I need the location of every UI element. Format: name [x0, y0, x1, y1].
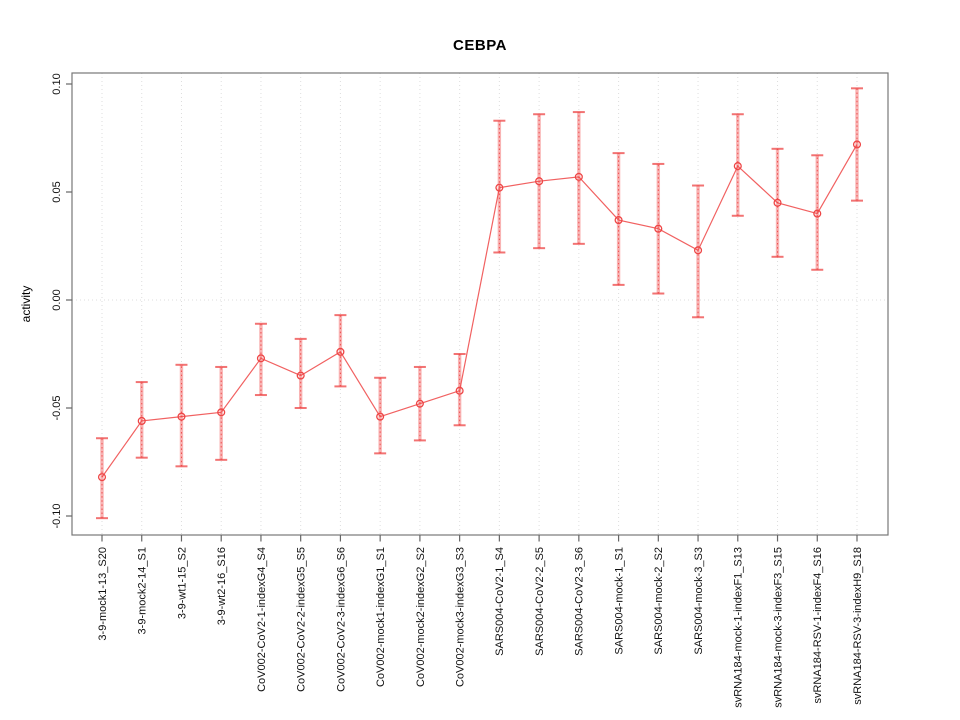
data-point-marker	[654, 224, 663, 233]
error-bar	[692, 184, 705, 319]
x-tick-label: 3-9-wt1-15_S2	[176, 547, 188, 619]
error-bar	[493, 119, 506, 254]
error-bar	[175, 363, 188, 468]
y-tick-label: 0.10	[51, 73, 63, 94]
data-point-marker	[137, 416, 146, 426]
x-tick-label: SARS004-CoV2-2_S5	[534, 547, 546, 656]
data-point-marker	[733, 162, 742, 171]
x-tick-label: CoV002-CoV2-1-indexG4_S4	[256, 547, 268, 692]
x-tick-label: SARS004-CoV2-3_S6	[574, 547, 586, 656]
error-bar	[294, 337, 307, 409]
x-tick-label: SARS004-mock-2_S2	[653, 547, 665, 655]
data-point-marker	[813, 209, 822, 218]
data-point-marker	[773, 198, 782, 207]
x-tick-label: svRNA184-RSV-3-indexH9_S18	[852, 547, 864, 705]
data-point-marker	[535, 177, 544, 186]
data-point-marker	[376, 412, 385, 421]
x-tick-label: svRNA184-mock-1-indexF1_S13	[733, 547, 745, 708]
x-tick-label: CoV002-mock1-indexG1_S1	[375, 547, 387, 687]
x-tick-label: svRNA184-mock-3-indexF3_S15	[772, 547, 784, 708]
error-bar	[96, 437, 108, 520]
x-tick-label: SARS004-CoV2-1_S4	[494, 547, 506, 656]
x-tick-label: SARS004-mock-1_S1	[613, 547, 625, 655]
data-point-marker	[495, 183, 504, 192]
x-tick-label: 3-9-mock1-13_S20	[97, 547, 109, 641]
x-tick-label: CoV002-mock2-indexG2_S2	[415, 547, 427, 687]
x-tick-label: svRNA184-RSV-1-indexF4_S16	[812, 547, 824, 704]
error-bar	[135, 381, 148, 459]
data-point-marker	[177, 412, 186, 421]
x-tick-label: 3-9-wt2-16_S16	[216, 547, 228, 625]
error-bar	[572, 111, 585, 245]
data-point-marker	[336, 347, 345, 356]
data-points	[97, 140, 862, 482]
error-bar	[612, 152, 625, 286]
error-bars	[96, 87, 863, 520]
data-point-marker	[852, 140, 862, 149]
gridlines	[72, 73, 888, 535]
data-point-marker	[574, 172, 583, 181]
data-point-marker	[415, 399, 424, 408]
data-point-marker	[256, 354, 265, 363]
plot-box	[71, 72, 889, 536]
x-tick-label: CoV002-mock3-indexG3_S3	[454, 547, 466, 687]
y-tick-label: -0.10	[51, 503, 63, 528]
series	[101, 144, 858, 478]
error-bar	[215, 365, 228, 461]
x-axis: 3-9-mock1-13_S20 3-9-mock2-14_S1 3-9-wt1-1…	[97, 535, 864, 708]
x-tick-label: 3-9-mock2-14_S1	[137, 547, 149, 634]
data-point-marker	[97, 473, 107, 482]
data-point-marker	[296, 371, 305, 380]
y-tick-label: -0.05	[51, 395, 63, 420]
chart-title: CEBPA	[453, 37, 507, 54]
error-bar	[334, 314, 347, 388]
data-point-marker	[217, 408, 226, 417]
error-bar	[254, 322, 267, 397]
x-tick-label: CoV002-CoV2-2-indexG5_S5	[296, 547, 308, 692]
y-axis: 0.10 0.05 0.00 -0.05 -0.10	[51, 73, 72, 529]
data-point-marker	[455, 386, 464, 395]
x-tick-label: CoV002-CoV2-3-indexG6_S6	[335, 547, 347, 692]
error-bar	[731, 113, 744, 217]
series-line	[101, 144, 858, 478]
y-tick-label: 0.05	[51, 181, 63, 202]
data-point-marker	[694, 246, 703, 255]
data-point-marker	[614, 216, 623, 225]
x-tick-label: SARS004-mock-3_S3	[693, 547, 705, 655]
y-tick-label: 0.00	[51, 289, 63, 310]
